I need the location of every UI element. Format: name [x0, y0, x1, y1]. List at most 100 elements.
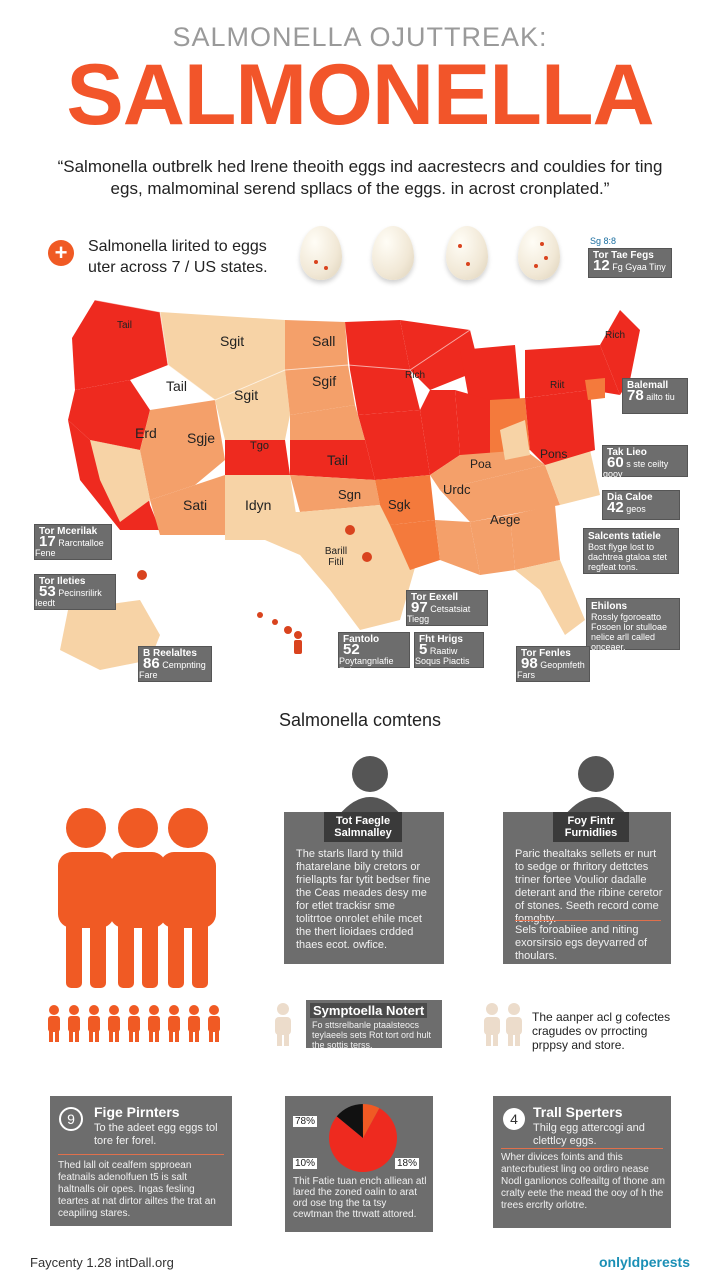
map-card: B Reelaltes 86 Cempnting Fare — [138, 646, 212, 682]
state-il — [420, 390, 460, 475]
panel-body: Wher divices foints and this antecrbutie… — [501, 1152, 665, 1211]
plus-number-icon: 4 — [503, 1108, 525, 1130]
state-label: Urdc — [443, 482, 471, 497]
state-in — [455, 390, 490, 455]
state-label: Sati — [183, 497, 208, 513]
people-group-icon — [58, 808, 216, 988]
map-card: Ehilons Rossly fgoroeatto Fosoen lor stul… — [586, 598, 680, 652]
panel-title: Trall Sperters — [533, 1104, 623, 1120]
pie-slice-red — [329, 1108, 397, 1172]
state-label: Tail — [166, 378, 188, 394]
state-label: Sgit — [234, 387, 259, 403]
state-tn — [440, 465, 560, 522]
panel-title: Tot Faegle Salmnalley — [324, 812, 402, 842]
svg-text:4: 4 — [510, 1111, 518, 1127]
state-wi — [400, 320, 480, 390]
panel-body: Thit Fatie tuan ench alliean atl lared t… — [293, 1176, 427, 1220]
map-card: Tor Ileties 53 Pecinsrilirk Ieedt — [34, 574, 116, 610]
state-mo — [358, 410, 430, 480]
state-ok — [290, 475, 380, 512]
state-ky-tn — [430, 450, 545, 490]
pie-slice-black — [336, 1104, 363, 1138]
panel-body: Thed lall oit cealfem spproean featnails… — [58, 1160, 216, 1219]
state-al — [470, 515, 515, 575]
state-tx — [255, 505, 420, 630]
state-ar — [375, 475, 435, 525]
panel-title: Fige Pirnters — [94, 1104, 180, 1120]
map-card: Tak Lieo 60 s ste ceilty gooy — [602, 445, 688, 479]
pie-label-right: 18% — [395, 1158, 420, 1169]
map-card: Fht Hrigs 5 Raatiw Soqus Piactis — [414, 632, 484, 668]
state-mn — [345, 320, 410, 370]
state-label: Rich — [405, 370, 426, 381]
row2-right-text: The aanper acl g cofectes cragudes ov pr… — [532, 1010, 671, 1052]
state-az — [150, 475, 225, 535]
egg-icon — [372, 226, 414, 280]
panel-sub: To the adeet egg eggs tol tore fer forel… — [94, 1122, 218, 1147]
state-label: Barill Fitil — [324, 546, 348, 568]
state-ne — [290, 405, 365, 440]
map-card: Tor Eexell 97 Cetsatsiat Tiegg — [406, 590, 488, 626]
egg-icon — [446, 226, 488, 280]
footer-right[interactable]: onlyldperests — [598, 1254, 690, 1270]
panel-body: Paric thealtaks sellets er nurt to sedge… — [515, 848, 663, 925]
map-card: Tor Fenles 98 Geopmfeth Fars — [516, 646, 590, 682]
state-label: Sgn — [338, 487, 362, 502]
state-or — [68, 380, 150, 450]
person-icon — [275, 1003, 291, 1046]
panel-sub: Thilg egg attercogi and clettlcy eggs. — [533, 1122, 645, 1147]
panel-body: Sels foroabiiee and niting exorsirsio eg… — [515, 924, 648, 962]
person-marker-icon — [294, 631, 302, 654]
bottom-panel-left: 9 Fige Pirnters To the adeet egg eggs to… — [50, 1096, 232, 1226]
people-row-icon — [48, 1005, 220, 1042]
state-fl — [515, 560, 585, 635]
symptom-panel: Symptoella Notert Fo sttsrelbanle ptaals… — [306, 1000, 442, 1050]
panel-body: The starls llard ty thild fhatarelane bi… — [296, 848, 431, 951]
bottom-panel-right: 4 Trall Sperters Thilg egg attercogi and… — [493, 1096, 671, 1228]
state-label: Poa — [470, 457, 492, 471]
state-ks — [290, 440, 375, 480]
location-pin-icon: 9 — [59, 1107, 83, 1131]
panel-title: Symptoella Notert — [310, 1003, 428, 1018]
map-card: Fantolo 52 Poytangnlafie Fgip — [338, 632, 410, 676]
state-label: Aege — [490, 512, 521, 527]
state-ia — [350, 370, 420, 415]
state-label: Tgo — [250, 440, 269, 452]
state-label: Sgif — [312, 373, 337, 389]
info-panel: Foy Fintr Furnidlies Paric thealtaks sel… — [503, 812, 671, 964]
state-label: Sgje — [187, 430, 216, 446]
map-card: Salcents tatiele Bost flyge lost to dacht… — [583, 528, 679, 574]
state-label: Idyn — [245, 497, 272, 513]
person-silhouette-icon — [338, 756, 402, 816]
state-nd — [285, 320, 348, 370]
state-label: Sgit — [220, 333, 245, 349]
state-mt — [160, 312, 285, 400]
map-card: Balemall 78 ailto tiu — [622, 378, 688, 414]
info-panel: Tot Faegle Salmnalley The starls llard t… — [284, 812, 444, 964]
state-ga — [510, 505, 560, 570]
state-nc — [545, 450, 600, 505]
bottom-panel-mid: 78% 10% 18% Thit Fatie tuan ench alliean… — [285, 1096, 433, 1232]
state-mi — [460, 345, 520, 405]
egg-icon — [518, 226, 560, 280]
state-label: Rich — [605, 330, 626, 341]
state-wy — [215, 370, 290, 440]
kicker-title: SALMONELLA OJUTTREAK: — [172, 22, 548, 52]
headline: SALMONELLA — [66, 47, 654, 143]
footer-left: Faycenty 1.28 intDall.org — [30, 1255, 174, 1270]
state-label: Tail — [327, 452, 349, 468]
panel-body: Fo sttsrelbanle ptaalsteocs teylaeels se… — [312, 1020, 432, 1050]
map-card: Tor Mcerilak 17 Rarcntalloe Fene — [34, 524, 112, 560]
state-ms — [435, 520, 480, 575]
intro-lead: Salmonella lirited to eggs uter across 7… — [88, 238, 268, 276]
state-label: Erd — [135, 425, 157, 441]
two-people-icon — [484, 1003, 522, 1046]
intro-quote: “Salmonella outbrelk hed lrene theoith e… — [57, 157, 663, 198]
pie-chart — [329, 1104, 397, 1172]
state-ne — [600, 310, 640, 395]
state-wv — [500, 420, 530, 460]
person-silhouette-icon — [564, 756, 628, 816]
state-wa — [72, 300, 168, 390]
state-ct — [585, 378, 605, 400]
state-label: Tail — [117, 320, 133, 331]
